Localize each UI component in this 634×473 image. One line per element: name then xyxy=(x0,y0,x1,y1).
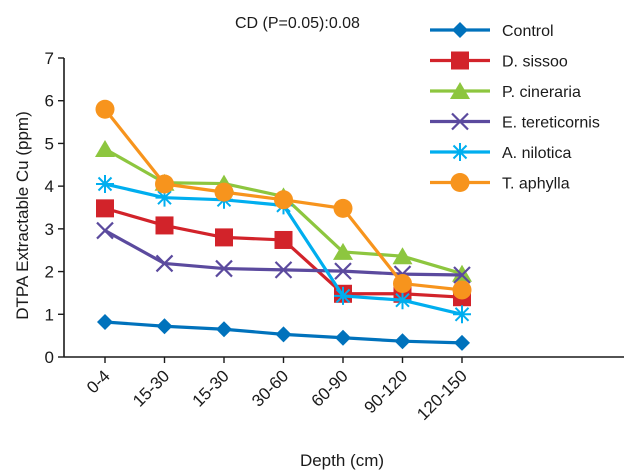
data-point-t-aphylla xyxy=(95,99,115,119)
x-tick-label: 30-60 xyxy=(248,366,292,410)
data-point-control xyxy=(335,329,351,346)
x-tick-label: 0-4 xyxy=(83,366,114,397)
series-t-aphylla xyxy=(95,99,472,300)
legend-marker xyxy=(451,143,469,161)
y-tick-label: 4 xyxy=(45,177,54,196)
y-axis-title: DTPA Extractable Cu (ppm) xyxy=(13,111,32,319)
legend-label: Control xyxy=(502,23,554,40)
x-tick-label: 120-150 xyxy=(413,366,471,424)
data-point-p-cineraria xyxy=(95,139,115,157)
legend: Control D. sissoo P. cineraria E. tereticor… xyxy=(430,22,600,193)
plot-series xyxy=(95,99,472,351)
legend-label: A. nilotica xyxy=(502,145,571,162)
data-point-control xyxy=(156,318,173,335)
y-tick-label: 1 xyxy=(45,305,54,324)
legend-label: D. sissoo xyxy=(502,54,568,71)
legend-item-t-aphylla: T. aphylla xyxy=(430,173,570,193)
data-point-control xyxy=(275,326,292,343)
x-tick-label: 15-30 xyxy=(129,366,173,410)
legend-marker xyxy=(452,22,468,38)
y-tick-label: 0 xyxy=(45,348,54,367)
x-ticks: 0-4 15-30 15-30 30-60 60-90 90-120 120-150 xyxy=(83,357,471,424)
data-point-e-tereticornis xyxy=(274,261,293,279)
legend-label: P. cineraria xyxy=(502,84,581,101)
legend-label: E. tereticornis xyxy=(502,115,600,132)
data-point-p-cineraria xyxy=(452,264,472,282)
data-point-a-nilotica xyxy=(96,175,114,194)
data-point-t-aphylla xyxy=(452,280,472,300)
y-tick-label: 6 xyxy=(45,92,54,111)
y-tick-label: 3 xyxy=(45,220,54,239)
x-tick-label: 90-120 xyxy=(360,366,411,417)
data-point-p-cineraria xyxy=(333,242,353,260)
data-point-e-tereticornis xyxy=(155,254,174,273)
axes: 0 1 2 3 4 5 6 7 0-4 15-30 15-30 30-60 60-90 90-120 12… xyxy=(45,49,624,424)
cd-annotation: CD (P=0.05):0.08 xyxy=(235,15,360,32)
data-point-e-tereticornis xyxy=(334,262,352,280)
x-axis-title: Depth (cm) xyxy=(300,451,384,470)
legend-label: T. aphylla xyxy=(502,176,570,193)
series-d-sissoo xyxy=(96,199,471,307)
data-point-a-nilotica xyxy=(393,291,412,310)
data-point-a-nilotica xyxy=(334,286,352,305)
legend-marker xyxy=(451,112,469,131)
data-point-a-nilotica xyxy=(453,305,471,324)
data-point-d-sissoo xyxy=(215,228,233,247)
data-point-d-sissoo xyxy=(274,230,293,249)
legend-item-d-sissoo: D. sissoo xyxy=(430,51,568,71)
legend-item-e-tereticornis: E. tereticornis xyxy=(430,112,600,132)
x-tick-label: 60-90 xyxy=(308,366,352,410)
legend-item-a-nilotica: A. nilotica xyxy=(430,143,571,162)
data-point-e-tereticornis xyxy=(453,266,471,284)
data-point-t-aphylla xyxy=(333,198,353,218)
legend-item-control: Control xyxy=(430,22,554,40)
y-tick-label: 7 xyxy=(45,49,54,68)
data-point-t-aphylla xyxy=(214,182,234,202)
data-point-e-tereticornis xyxy=(215,259,233,278)
y-tick-label: 2 xyxy=(45,263,54,282)
data-point-t-aphylla xyxy=(155,174,174,194)
data-point-control xyxy=(97,313,113,330)
legend-marker xyxy=(450,82,470,99)
data-point-control xyxy=(216,321,232,338)
data-point-d-sissoo xyxy=(155,216,174,235)
series-control xyxy=(97,313,470,351)
data-point-t-aphylla xyxy=(274,190,293,210)
legend-marker xyxy=(451,51,469,70)
data-point-control xyxy=(394,333,411,350)
data-point-d-sissoo xyxy=(96,199,114,218)
x-tick-label: 15-30 xyxy=(189,366,233,410)
data-point-p-cineraria xyxy=(392,247,413,265)
data-point-control xyxy=(454,334,470,351)
data-point-t-aphylla xyxy=(393,274,412,294)
y-ticks: 0 1 2 3 4 5 6 7 xyxy=(45,49,64,367)
legend-item-p-cineraria: P. cineraria xyxy=(430,82,581,101)
data-point-a-nilotica xyxy=(155,188,174,207)
y-tick-label: 5 xyxy=(45,134,54,153)
legend-marker xyxy=(450,173,470,192)
data-point-e-tereticornis xyxy=(96,221,114,240)
